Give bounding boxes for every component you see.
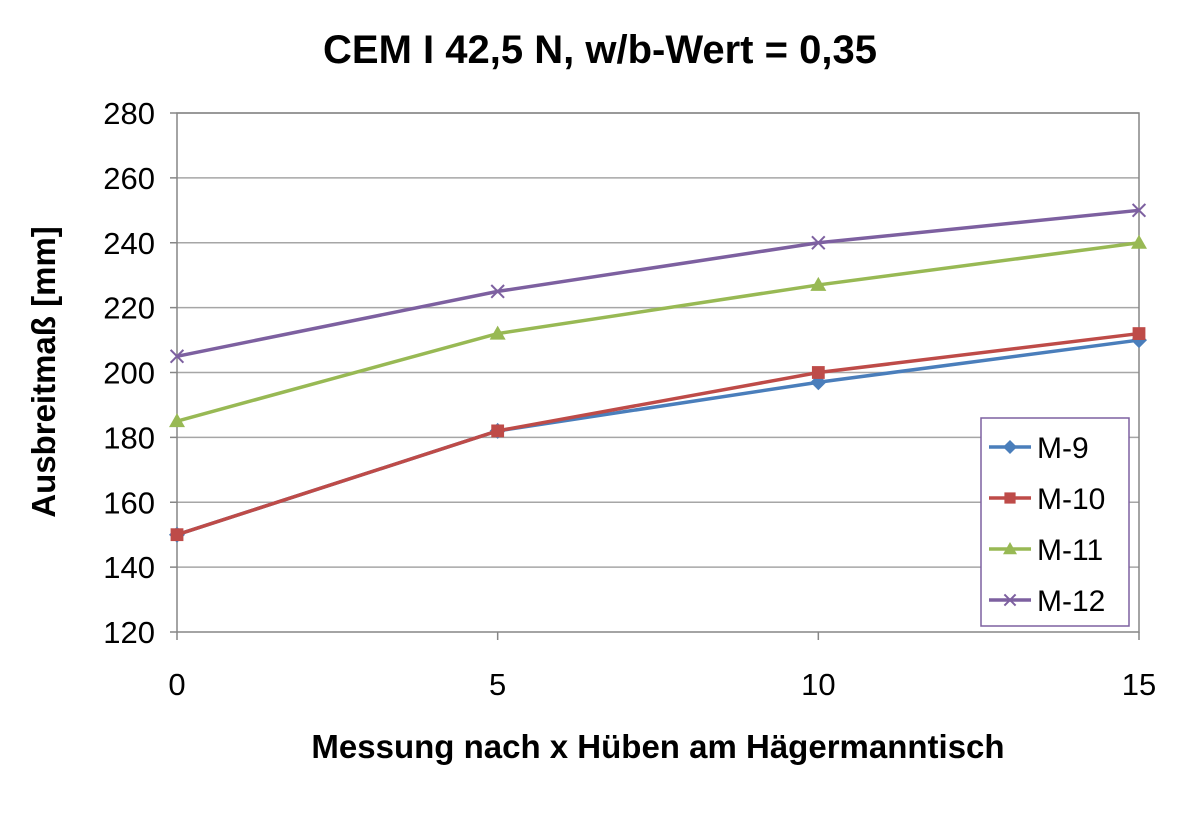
data-point: [1003, 593, 1017, 607]
y-tick-label: 280: [103, 96, 155, 131]
legend-label: M-11: [1037, 534, 1103, 567]
legend-label: M-12: [1037, 585, 1105, 618]
series-line: [176, 331, 1140, 537]
data-point: [1131, 234, 1147, 249]
x-tick-label: 5: [489, 667, 506, 702]
data-point: [1131, 203, 1147, 218]
y-axis-title: Ausbreitmaß [mm]: [25, 226, 62, 518]
y-tick-label: 140: [103, 550, 155, 585]
series-group: [169, 203, 1147, 543]
data-point: [810, 276, 827, 291]
legend-label: M-10: [1037, 483, 1105, 516]
x-tick-label: 15: [1122, 667, 1156, 702]
x-tick-label: 0: [168, 667, 185, 702]
chart-title: CEM I 42,5 N, w/b-Wert = 0,35: [323, 28, 877, 72]
legend-box: [980, 417, 1130, 627]
y-tick-labels: 120 140 160 180 200 220 240 260 280: [103, 96, 155, 650]
data-point: [811, 235, 826, 250]
series-m-11: [169, 234, 1147, 428]
y-tick-label: 220: [103, 291, 155, 326]
x-tick-labels: 0 5 10 15: [168, 667, 1156, 702]
legend: M-9 M-10 M-11 M-12: [980, 417, 1130, 627]
data-point: [1003, 440, 1017, 454]
legend-item-m-9: M-9: [989, 432, 1089, 465]
series-line: [176, 241, 1140, 423]
data-point: [489, 325, 506, 340]
data-point: [1004, 492, 1016, 504]
series-line: [176, 208, 1140, 358]
axes: [170, 112, 1140, 640]
x-tick-label: 10: [801, 667, 835, 702]
plot-frame: [176, 112, 1140, 633]
legend-item-m-10: M-10: [989, 483, 1105, 516]
y-tick-label: 160: [103, 485, 155, 520]
data-point: [1132, 327, 1146, 340]
data-point: [811, 366, 825, 379]
data-point: [170, 528, 184, 542]
data-point: [169, 413, 185, 428]
y-tick-label: 120: [103, 615, 155, 650]
y-tick-label: 240: [103, 226, 155, 261]
data-point: [491, 424, 505, 438]
y-tick-label: 180: [103, 420, 155, 455]
data-point: [490, 284, 505, 299]
data-point: [169, 349, 185, 364]
legend-label: M-9: [1037, 432, 1089, 465]
series-m-12: [169, 203, 1147, 364]
legend-item-m-12: M-12: [989, 585, 1105, 618]
series-m-10: [170, 327, 1146, 542]
data-point: [1003, 542, 1017, 555]
x-axis-title: Messung nach x Hüben am Hägermanntisch: [311, 728, 1004, 765]
y-tick-label: 200: [103, 356, 155, 391]
legend-item-m-11: M-11: [989, 534, 1103, 567]
y-tick-label: 260: [103, 161, 155, 196]
